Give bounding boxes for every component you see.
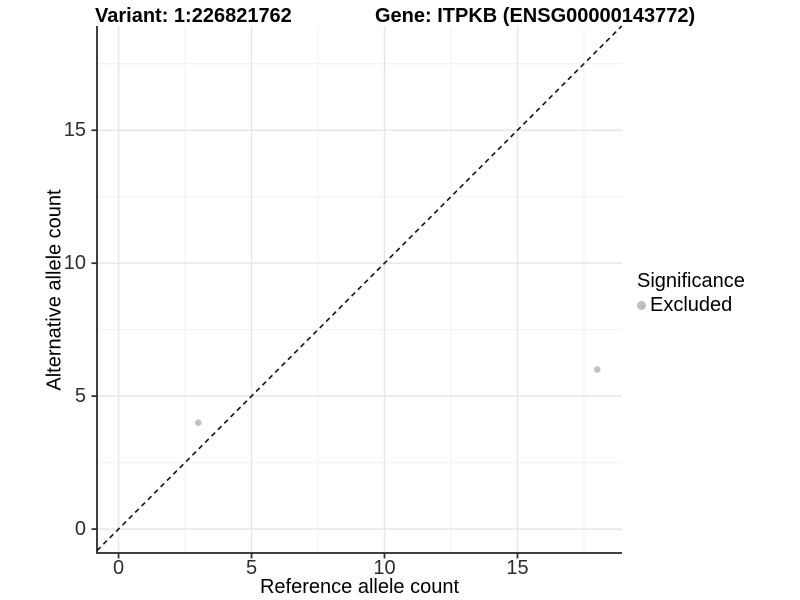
legend-item-excluded: Excluded xyxy=(637,294,745,317)
y-tick-label: 0 xyxy=(74,518,86,541)
x-axis-title: Reference allele count xyxy=(259,576,459,598)
x-tick-label: 0 xyxy=(112,557,125,579)
legend-title: Significance xyxy=(637,270,745,292)
y-axis-title: Alternative allele count xyxy=(43,189,66,391)
x-tick-label: 10 xyxy=(373,557,396,579)
y-tick-label: 5 xyxy=(74,385,86,408)
x-tick-label: 5 xyxy=(245,557,258,579)
data-point xyxy=(593,366,601,373)
gene-title: Gene: ITPKB (ENSG00000143772) xyxy=(375,5,696,27)
x-tick-label: 15 xyxy=(506,557,529,579)
y-tick-label: 15 xyxy=(63,119,86,142)
legend-item-label: Excluded xyxy=(650,294,733,316)
excluded-point-icon xyxy=(637,301,646,310)
identity-line xyxy=(96,25,623,552)
legend: Significance Excluded xyxy=(637,269,745,317)
y-tick-label: 10 xyxy=(63,252,86,275)
variant-title: Variant: 1:226821762 xyxy=(95,5,292,27)
data-point xyxy=(195,419,202,427)
